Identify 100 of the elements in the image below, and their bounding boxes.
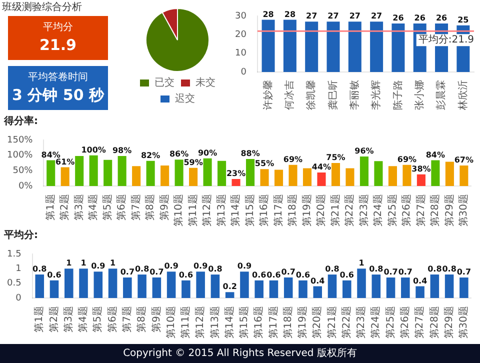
bar <box>152 277 162 298</box>
y-tick-label: 0 <box>240 67 247 78</box>
data-label: 100% <box>81 145 106 154</box>
bar <box>313 286 322 298</box>
x-tick-label: 第24题 <box>370 306 382 339</box>
bar <box>94 272 103 298</box>
x-tick-label: 第14题 <box>230 194 242 227</box>
x-tick-label: 第23题 <box>358 194 370 227</box>
x-tick-label: 李丽敏 <box>348 80 360 110</box>
y-tick-label: 0% <box>18 181 34 192</box>
bar <box>104 160 112 186</box>
bar <box>274 170 284 186</box>
x-tick-label: 第30题 <box>458 194 470 227</box>
bar <box>260 169 269 186</box>
bar <box>35 274 44 298</box>
data-label: 98% <box>112 146 132 156</box>
x-tick-label: 第15题 <box>238 306 250 339</box>
bar <box>196 272 205 298</box>
x-tick-label: 第4题 <box>87 194 100 220</box>
data-label: 0.7 <box>456 268 472 277</box>
bar <box>225 292 234 298</box>
data-label: 67% <box>454 156 474 165</box>
x-tick-label: 第25题 <box>386 194 398 227</box>
data-label: 1 <box>80 258 87 268</box>
x-tick-label: 第9题 <box>150 306 162 332</box>
data-label: 0.8 <box>208 264 223 274</box>
data-label: 0.8 <box>428 264 442 274</box>
x-tick-label: 第11题 <box>180 306 192 339</box>
data-label: 0.8 <box>369 264 384 274</box>
bar <box>189 168 198 186</box>
bar <box>138 274 146 298</box>
x-tick-label: 许妙馨 <box>262 80 274 110</box>
data-label: 27 <box>306 12 318 21</box>
y-tick-label: 0 <box>16 293 22 304</box>
text: 平均分 <box>42 21 74 34</box>
x-tick-label: 第6题 <box>116 194 128 220</box>
x-tick-label: 李光辉 <box>370 80 382 110</box>
x-tick-label: 第22题 <box>340 306 352 339</box>
x-tick-label: 第20题 <box>315 194 328 227</box>
bar <box>416 286 424 298</box>
x-tick-label: 第21题 <box>329 194 342 227</box>
data-label: 0.9 <box>237 262 252 271</box>
x-tick-label: 第29题 <box>443 194 456 227</box>
bar <box>269 280 278 298</box>
data-label: 25 <box>458 15 470 24</box>
legend-label: 未交 <box>196 76 216 89</box>
data-label: 0.2 <box>222 282 237 292</box>
bar <box>254 280 264 298</box>
bar <box>218 160 226 186</box>
data-label: 26 <box>414 14 426 23</box>
bar <box>431 160 440 186</box>
bar <box>46 160 56 186</box>
x-tick-label: 第16题 <box>258 194 270 227</box>
bar <box>460 277 468 298</box>
bar <box>402 164 412 186</box>
data-label: 96% <box>354 146 374 156</box>
x-tick-label: 第28题 <box>429 194 442 227</box>
x-tick-label: 第28题 <box>428 306 440 339</box>
data-label: 23% <box>226 169 246 178</box>
ref-line-label: 平均分:21.9 <box>418 34 474 46</box>
data-label: 44% <box>312 162 332 172</box>
bar <box>401 277 410 298</box>
data-label: 0.6 <box>340 270 354 280</box>
y-tick-label: 30 <box>235 11 247 22</box>
x-tick-label: 第5题 <box>101 194 114 220</box>
data-label: 84% <box>426 150 446 160</box>
x-tick-label: 第18题 <box>282 306 294 339</box>
y-tick-label: 100% <box>6 150 34 161</box>
bar <box>240 272 249 298</box>
x-tick-label: 第12题 <box>201 194 214 227</box>
data-label: 75% <box>326 153 346 162</box>
bar <box>123 277 132 298</box>
x-tick-label: 第26题 <box>400 194 413 227</box>
bar <box>64 268 74 298</box>
data-label: 0.7 <box>150 268 164 277</box>
bar <box>60 167 70 186</box>
bar <box>317 172 326 186</box>
data-label: 1 <box>358 258 365 268</box>
data-label: 27 <box>328 12 339 21</box>
data-label: 0.9 <box>193 262 208 271</box>
x-tick-label: 第7题 <box>130 194 142 220</box>
y-tick-label: 10 <box>235 48 247 59</box>
x-tick-label: 第26题 <box>399 306 411 339</box>
x-tick-label: 陈子路 <box>392 80 404 110</box>
legend-label: 已交 <box>154 76 174 89</box>
x-tick-label: 第8题 <box>136 306 148 332</box>
text: 3 分钟 50 秒 <box>11 86 106 105</box>
data-label: 26 <box>392 14 404 23</box>
bar <box>430 274 440 298</box>
bar <box>346 168 354 186</box>
x-tick-label: 第13题 <box>208 306 221 339</box>
bar <box>210 274 220 298</box>
data-label: 0.9 <box>164 262 179 271</box>
bar <box>174 160 184 186</box>
x-tick-label: 第14题 <box>223 306 236 339</box>
bar <box>357 268 366 298</box>
bar <box>146 160 155 186</box>
data-label: 0.6 <box>296 270 311 280</box>
data-label: 61% <box>56 157 75 166</box>
y-tick-label: 20 <box>235 30 247 40</box>
